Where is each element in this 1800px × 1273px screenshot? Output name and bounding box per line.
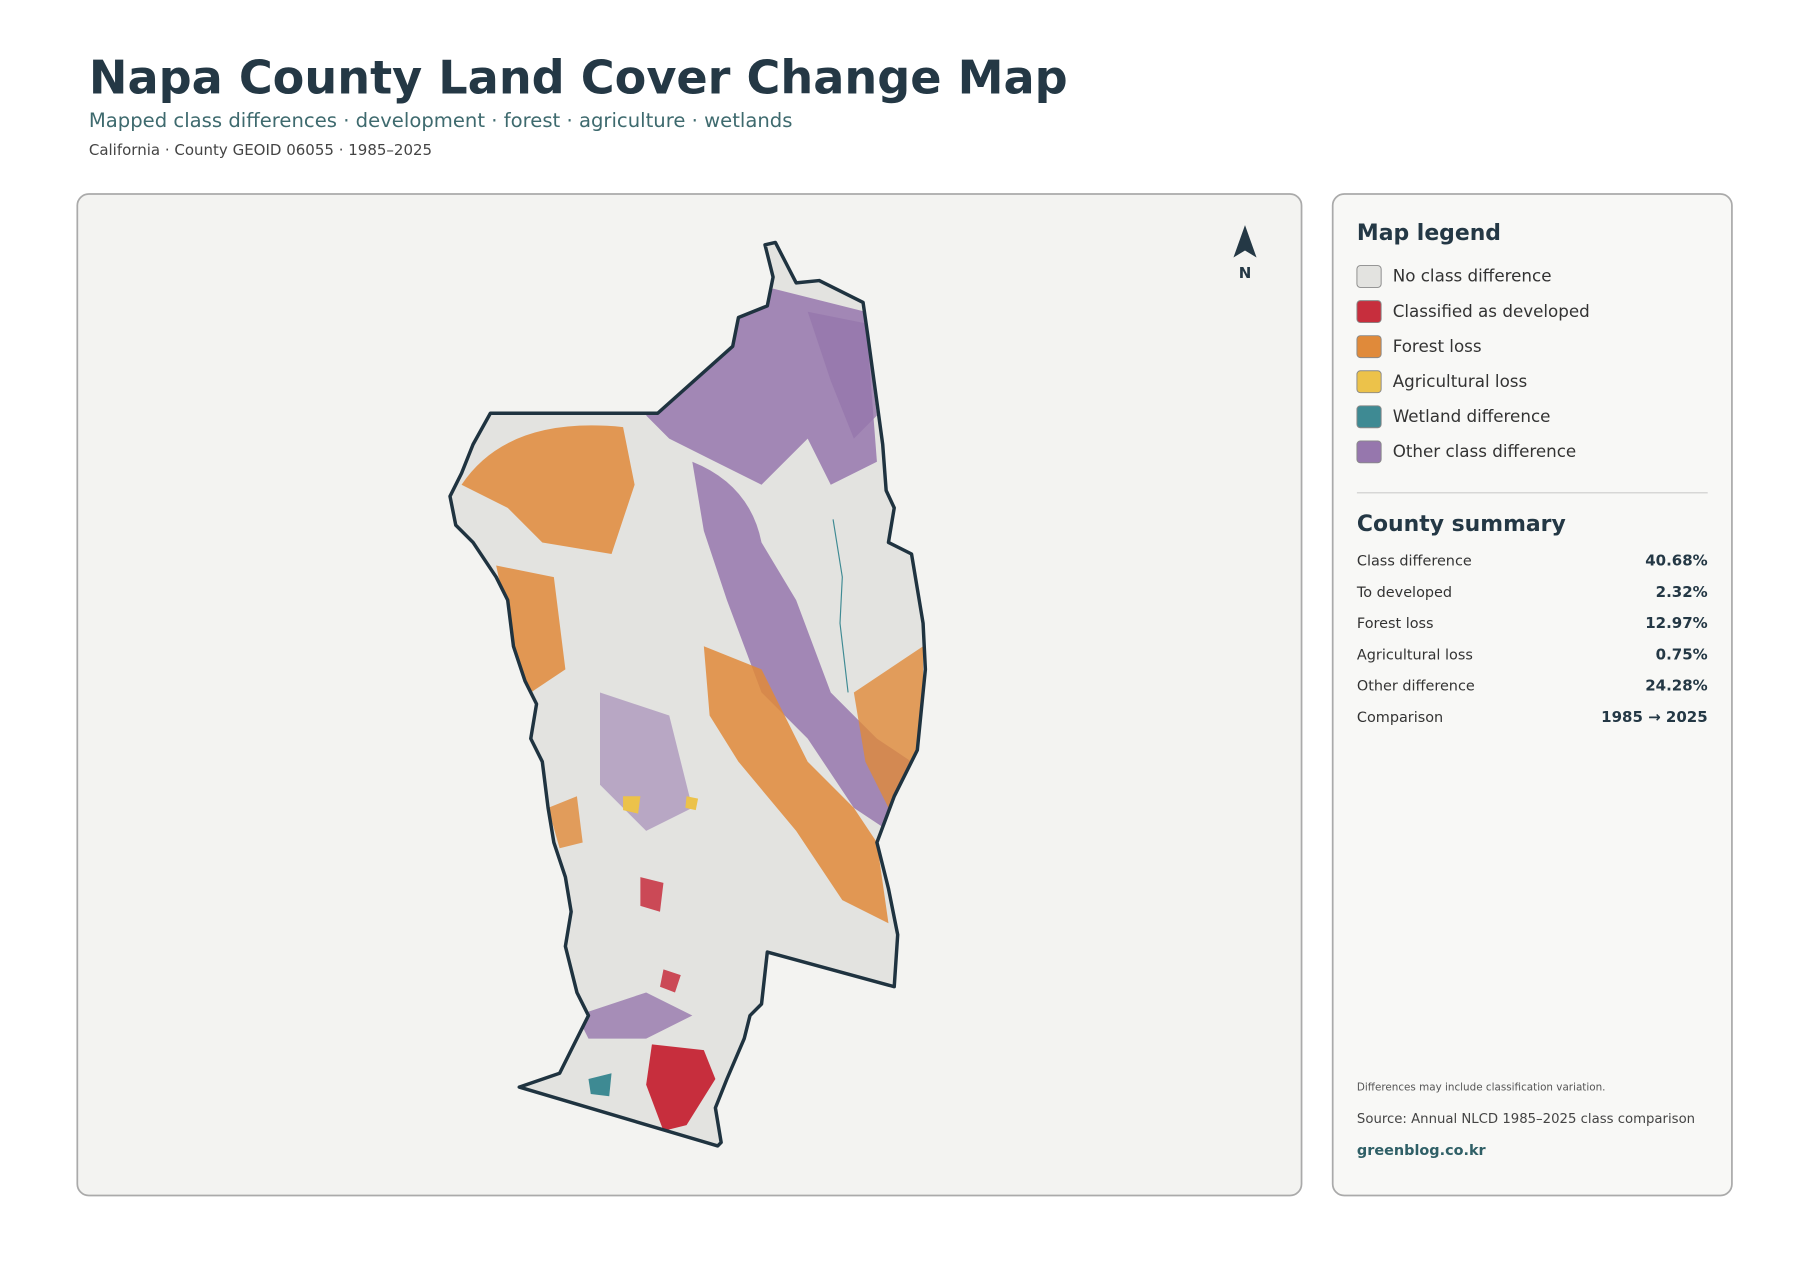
summary-label: Comparison (1357, 710, 1443, 726)
legend-label: Other class difference (1393, 441, 1577, 461)
footer-source: Source: Annual NLCD 1985–2025 class comp… (1357, 1112, 1695, 1127)
forest-loss-area (853, 646, 924, 808)
legend-swatch (1356, 265, 1382, 288)
legend-swatch (1356, 370, 1382, 394)
legend-swatch (1356, 405, 1382, 429)
north-arrow (1233, 225, 1257, 258)
summary-title: County summary (1357, 512, 1566, 537)
developed-area (640, 877, 681, 993)
footer-note: Differences may include classification v… (1357, 1082, 1606, 1094)
subtitle: Mapped class differences · development ·… (89, 109, 793, 132)
other-change-area (692, 461, 912, 831)
summary-value: 2.32% (1656, 583, 1708, 601)
wetland-line (832, 519, 849, 693)
legend-swatch (1356, 300, 1382, 323)
summary-label: Class difference (1357, 554, 1472, 570)
legend-title: Map legend (1357, 221, 1501, 246)
wetland-area (588, 1073, 612, 1097)
legend-label: Classified as developed (1393, 301, 1590, 321)
summary-value: 0.75% (1656, 645, 1708, 663)
summary-value: 24.28% (1645, 677, 1707, 695)
legend-swatch (1356, 335, 1382, 359)
forest-loss-area (496, 565, 566, 693)
agricultural-loss-area (623, 796, 699, 814)
title: Napa County Land Cover Change Map (89, 51, 1068, 105)
summary-label: Other difference (1357, 679, 1475, 695)
legend-items: No class difference Classified as develop… (1356, 265, 1590, 464)
summary-rows: Class difference 40.68% To developed 2.32% F… (1356, 552, 1708, 726)
summary-label: Agricultural loss (1357, 647, 1473, 663)
forest-loss-area (703, 646, 889, 924)
legend-swatch (1356, 440, 1382, 464)
county-outline (448, 240, 928, 1148)
legend-panel (1331, 193, 1733, 1197)
summary-value: 12.97% (1645, 614, 1707, 632)
legend-label: Agricultural loss (1393, 371, 1528, 391)
meta: California · County GEOID 06055 · 1985–2… (89, 141, 432, 159)
summary-value: 40.68% (1645, 552, 1707, 570)
footer-site: greenblog.co.kr (1357, 1143, 1487, 1159)
legend-label: Wetland difference (1393, 406, 1551, 426)
developed-area (646, 1044, 716, 1131)
legend-label: No class difference (1393, 266, 1552, 286)
summary-label: To developed (1356, 585, 1452, 601)
other-change-area (807, 311, 877, 439)
summary-label: Forest loss (1357, 616, 1434, 632)
legend-label: Forest loss (1393, 336, 1482, 356)
forest-loss-area (461, 425, 635, 554)
other-change-area (576, 992, 693, 1039)
forest-loss-area (548, 796, 583, 849)
summary-value: 1985 → 2025 (1601, 708, 1708, 726)
north-label: N (1239, 264, 1252, 282)
